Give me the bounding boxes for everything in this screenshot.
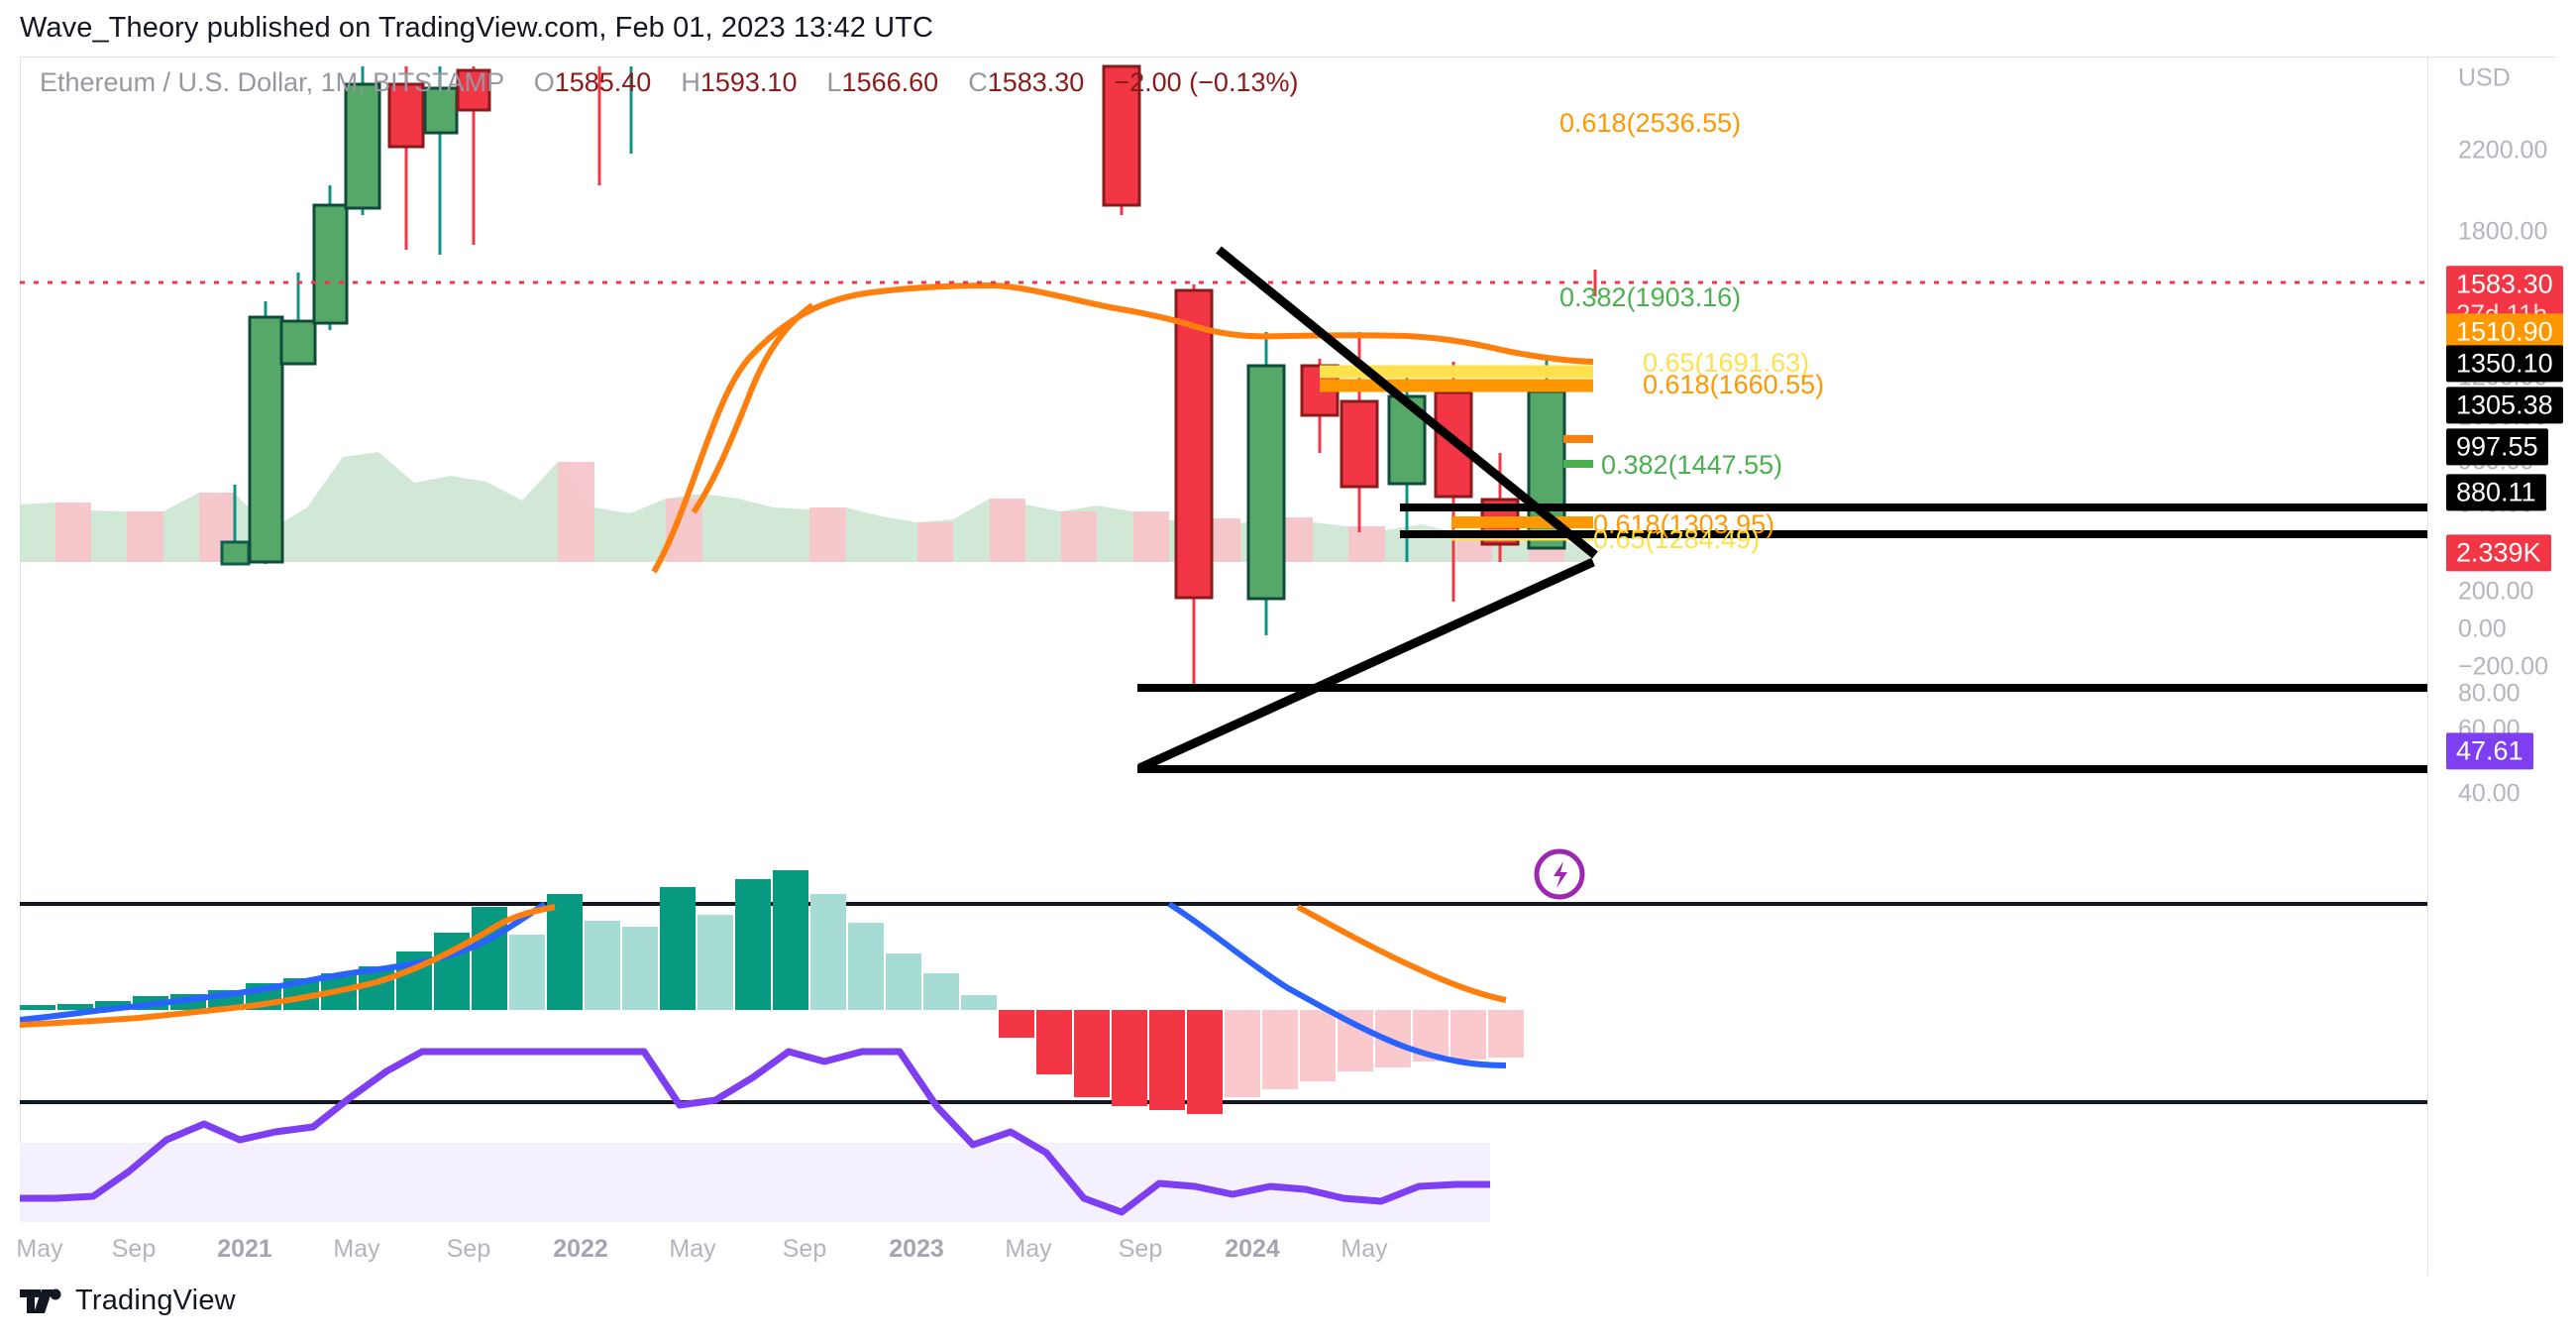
legend-high-value: 1593.10 — [699, 67, 798, 97]
ma-price-badge[interactable]: 1510.90 — [2446, 313, 2563, 351]
time-tick-2021: 2021 — [217, 1235, 272, 1263]
moving-average-line — [651, 281, 1594, 574]
chart-frame — [20, 56, 2556, 1222]
rsi-line — [20, 1048, 1490, 1216]
time-tick-may-2023: May — [1005, 1235, 1052, 1263]
level-1305-badge[interactable]: 1305.38 — [2446, 387, 2563, 424]
price-axis[interactable]: USD 2200.00 1800.00 1200.00 1080.00 960.… — [2427, 56, 2576, 1276]
fib-marker-0382-1447 — [1563, 435, 1593, 468]
volume-value: 2.339K — [2456, 537, 2541, 568]
tradingview-logo-icon — [20, 1288, 61, 1313]
volume-badge[interactable]: 2.339K — [2446, 534, 2551, 572]
time-tick-2024: 2024 — [1225, 1235, 1280, 1263]
legend-open-value: 1585.40 — [554, 67, 652, 97]
rsi-value: 47.61 — [2456, 735, 2523, 766]
time-tick-sep-2020: Sep — [111, 1235, 157, 1263]
chart-legend[interactable]: Ethereum / U.S. Dollar, 1M, BITSTAMP O15… — [40, 67, 1299, 98]
time-tick-may-2021: May — [333, 1235, 380, 1263]
time-tick-may-2024: May — [1341, 1235, 1388, 1263]
legend-low-label: L — [826, 67, 842, 97]
level-997-value: 997.55 — [2456, 431, 2538, 462]
rsi-tick-80: 80.00 — [2458, 679, 2521, 708]
price-tick-1800: 1800.00 — [2458, 217, 2548, 246]
ma-price-value: 1510.90 — [2456, 316, 2553, 347]
rsi-tick-40: 40.00 — [2458, 779, 2521, 808]
level-880-badge[interactable]: 880.11 — [2446, 474, 2546, 511]
legend-low-value: 1566.60 — [841, 67, 939, 97]
time-tick-2022: 2022 — [553, 1235, 608, 1263]
level-880-value: 880.11 — [2456, 477, 2536, 507]
rsi-badge[interactable]: 47.61 — [2446, 732, 2533, 770]
legend-symbol[interactable]: Ethereum / U.S. Dollar, 1M, BITSTAMP — [40, 67, 504, 97]
level-1350-badge[interactable]: 1350.10 — [2446, 345, 2563, 383]
legend-open-label: O — [533, 67, 555, 97]
chart-series-layer — [20, 64, 2427, 1222]
fib-label-065-1691: 0.65(1691.63) — [1643, 348, 1810, 378]
legend-high-label: H — [681, 67, 700, 97]
time-tick-may-2022: May — [669, 1235, 716, 1263]
price-tick-2200: 2200.00 — [2458, 136, 2548, 165]
level-1305-value: 1305.38 — [2456, 390, 2553, 420]
last-price-value: 1583.30 — [2456, 269, 2553, 299]
level-997-badge[interactable]: 997.55 — [2446, 428, 2548, 466]
level-1350-value: 1350.10 — [2456, 348, 2553, 379]
macd-tick-neg200: −200.00 — [2458, 652, 2549, 681]
ascending-trendline — [1137, 557, 1595, 773]
time-tick-sep-2022: Sep — [782, 1235, 827, 1263]
fib-label-0618-1303: 0.618(1303.95) — [1593, 509, 1775, 539]
fib-label-0618-2536: 0.618(2536.55) — [1559, 108, 1742, 138]
fib-label-0382-1903: 0.382(1903.16) — [1559, 282, 1742, 312]
lightning-bolt-icon[interactable] — [1534, 848, 1585, 900]
publisher-text: Wave_Theory published on TradingView.com… — [20, 12, 934, 44]
time-tick-2023: 2023 — [889, 1235, 944, 1263]
legend-change: −2.00 (−0.13%) — [1114, 67, 1299, 97]
macd-line — [20, 904, 1507, 1028]
descending-trendline — [1216, 246, 1598, 559]
time-tick-sep-2023: Sep — [1118, 1235, 1163, 1263]
chart-plot-area[interactable]: 0.618(2536.55) 0.382(1903.16) 0.65(1691.… — [20, 56, 2427, 1222]
fib-label-0382-1447: 0.382(1447.55) — [1601, 450, 1783, 480]
time-tick-may-2020: May — [16, 1235, 63, 1263]
macd-tick-0: 0.00 — [2458, 615, 2507, 643]
legend-close-label: C — [968, 67, 988, 97]
fib-label-0618-1660: 0.618(1660.55) — [1643, 370, 1825, 399]
currency-label: USD — [2458, 63, 2511, 92]
rsi-band — [20, 1143, 1490, 1222]
tradingview-brand-label: TradingView — [75, 1285, 236, 1316]
candlestick-series — [220, 64, 1566, 691]
legend-close-value: 1583.30 — [987, 67, 1085, 97]
time-tick-sep-2021: Sep — [446, 1235, 491, 1263]
footer[interactable]: TradingView — [20, 1285, 236, 1317]
macd-tick-200: 200.00 — [2458, 577, 2534, 606]
macd-signal-line — [20, 901, 1507, 1068]
publisher-header: Wave_Theory published on TradingView.com… — [0, 0, 2576, 56]
ma-early-segment — [691, 302, 814, 514]
fib-label-065-1284: 0.65(1284.49) — [1593, 524, 1761, 554]
